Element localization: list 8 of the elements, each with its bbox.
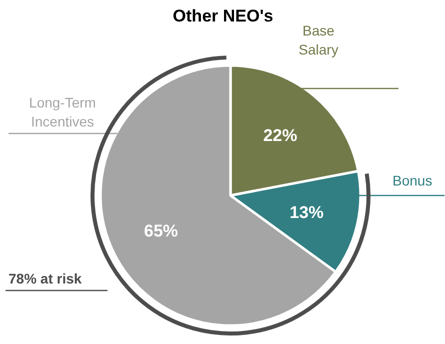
data-label: 65% (144, 221, 178, 240)
slice-label: Long-Term Incentives (29, 94, 96, 130)
text: 78% at risk (8, 270, 82, 286)
chart-title: Other NEO's (172, 6, 274, 26)
slice-label: Bonus (392, 172, 432, 188)
data-label: 13% (290, 203, 324, 222)
slice-label: Base Salary (298, 22, 338, 58)
data-label: 22% (263, 126, 298, 145)
